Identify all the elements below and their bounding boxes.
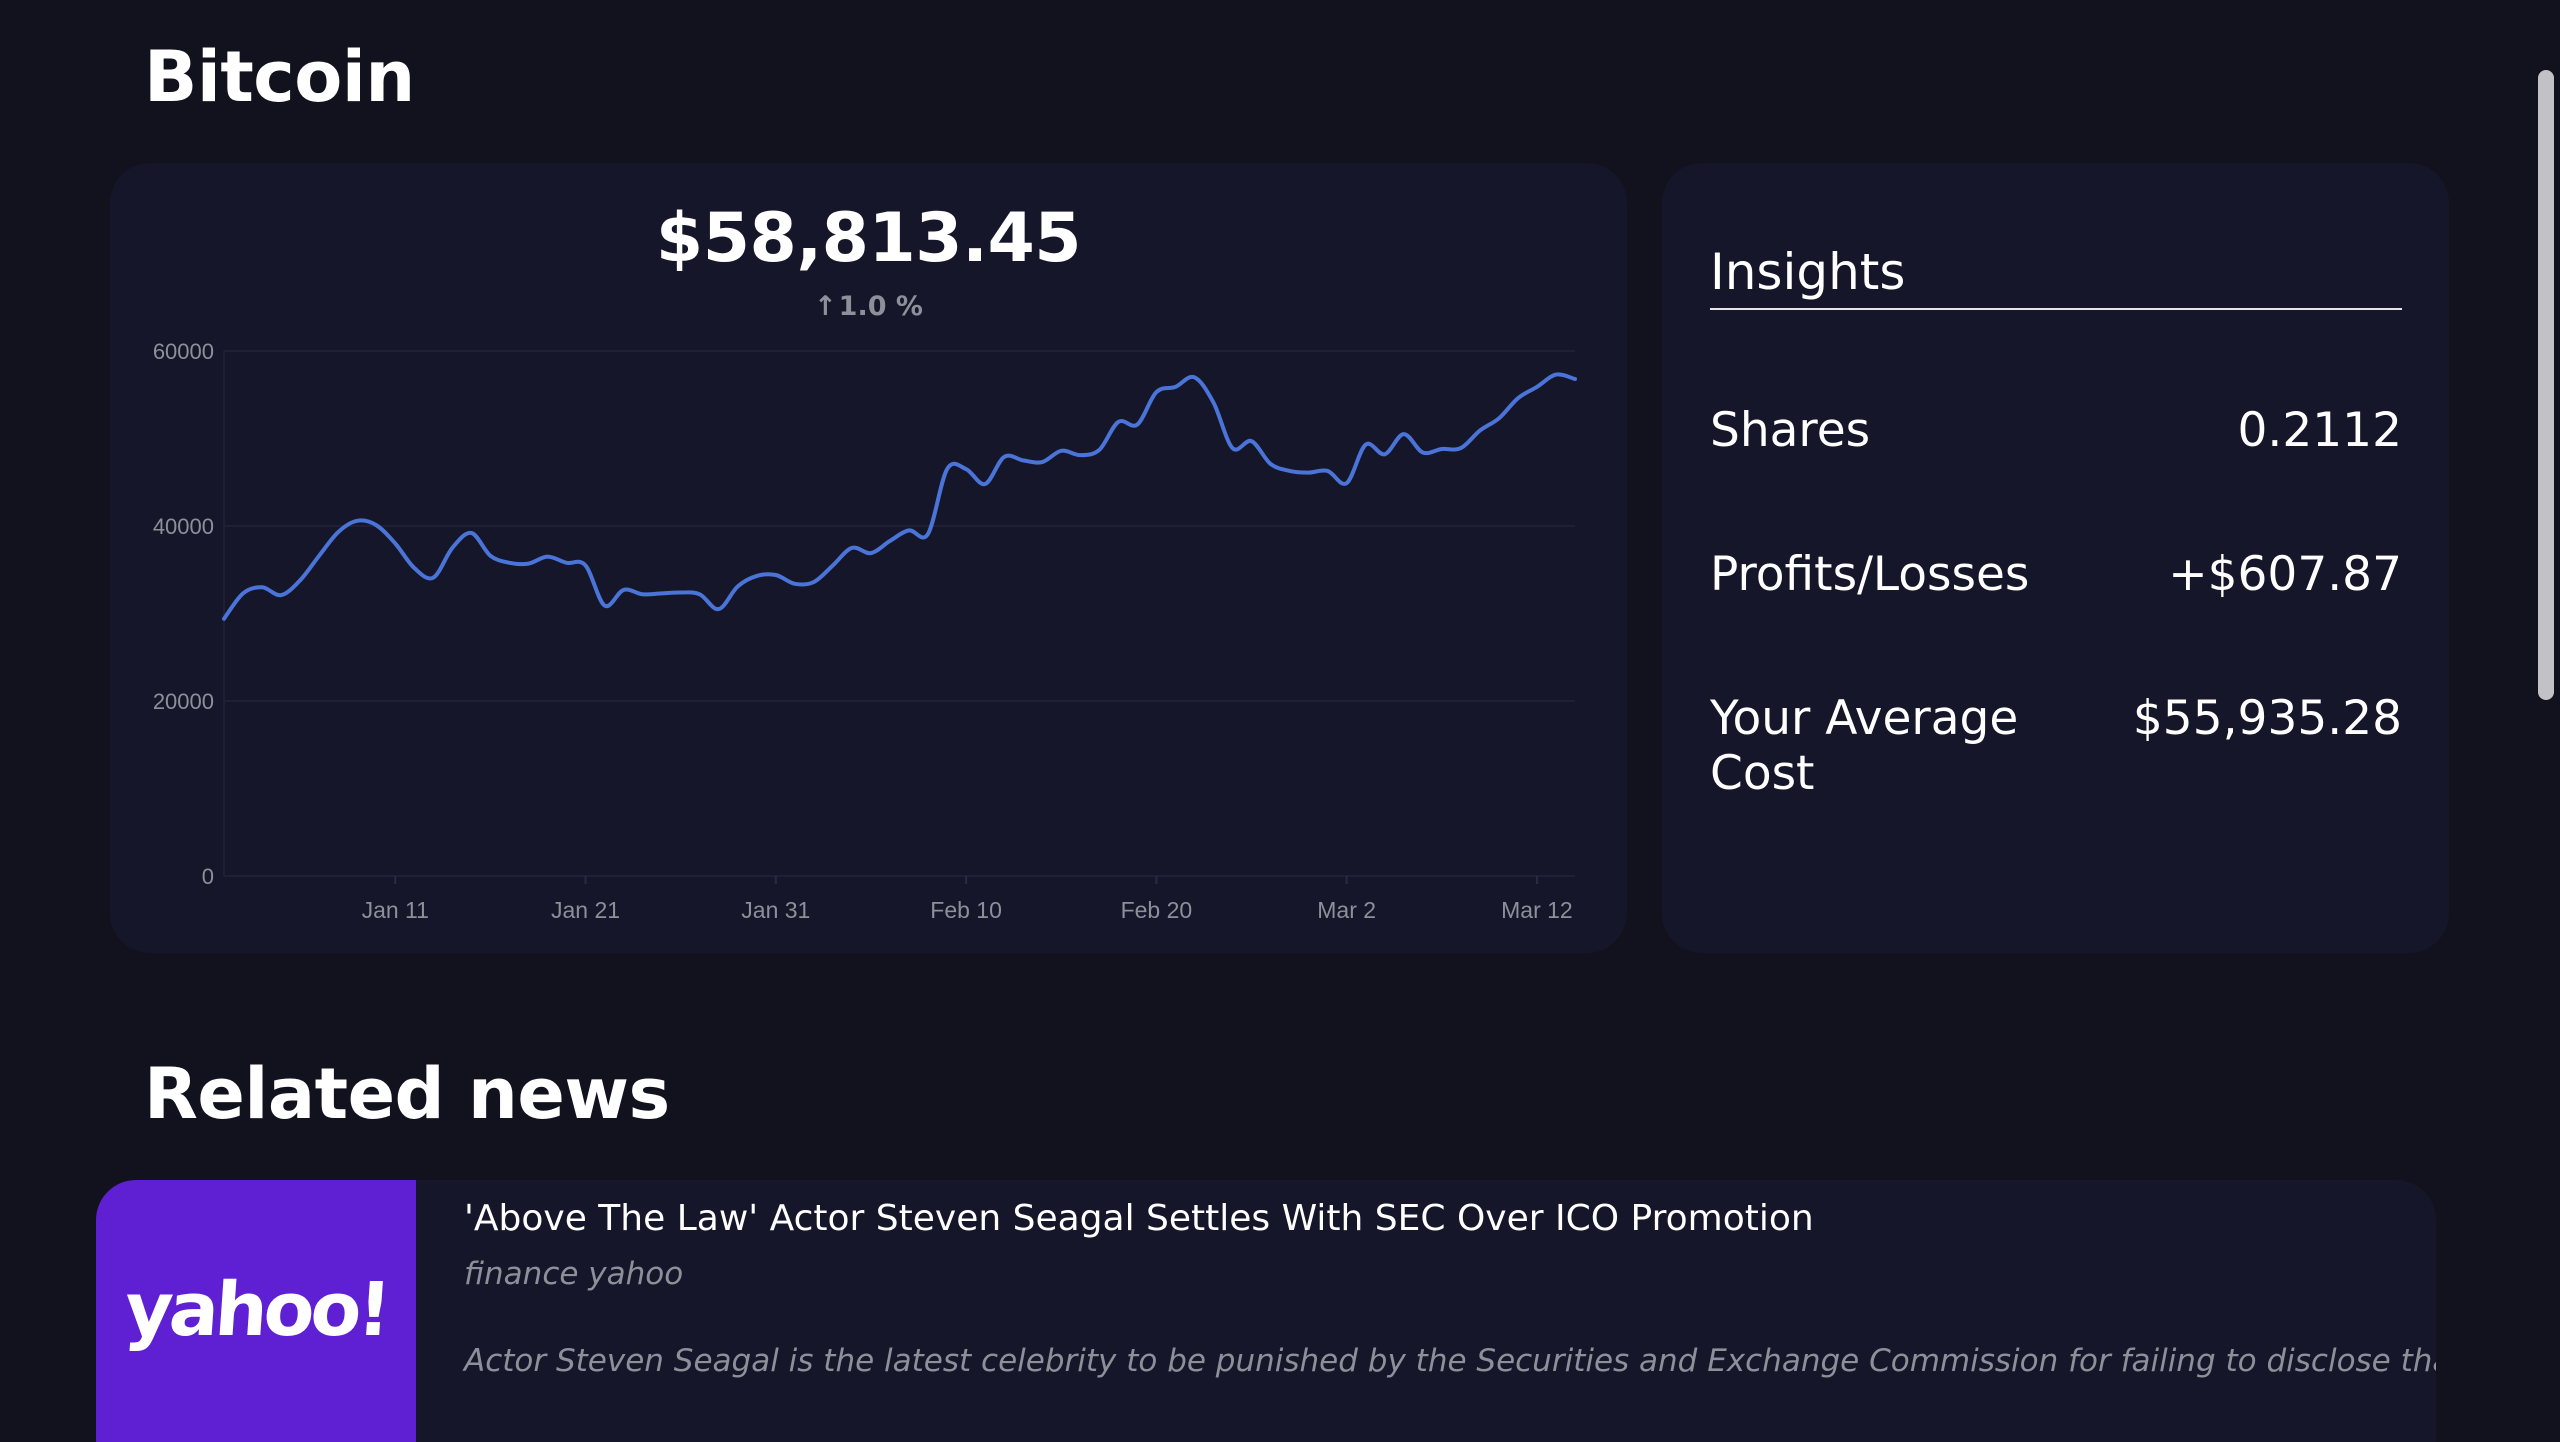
arrow-up-icon: ↑ — [814, 291, 837, 322]
insights-card: Insights Shares 0.2112 Profits/Losses +$… — [1662, 163, 2449, 953]
scrollbar-thumb[interactable] — [2538, 70, 2554, 700]
y-tick-label: 0 — [202, 864, 214, 889]
insight-value: +$607.87 — [2168, 547, 2402, 602]
news-card[interactable]: yahoo! 'Above The Law' Actor Steven Seag… — [96, 1180, 2436, 1442]
coin-title: Bitcoin — [144, 36, 415, 118]
scrollbar-track[interactable] — [2530, 0, 2560, 1442]
related-news-title: Related news — [144, 1053, 670, 1135]
insights-title: Insights — [1710, 243, 1906, 301]
price-change: ↑1.0 % — [110, 291, 1627, 322]
x-tick-label: Mar 12 — [1501, 897, 1573, 923]
current-price: $58,813.45 — [655, 199, 1082, 278]
x-tick-label: Jan 11 — [362, 897, 429, 923]
news-headline[interactable]: 'Above The Law' Actor Steven Seagal Sett… — [464, 1198, 1814, 1239]
y-tick-label: 40000 — [153, 514, 214, 539]
insight-row-profits-losses: Profits/Losses +$607.87 — [1710, 547, 2402, 602]
x-tick-label: Feb 10 — [930, 897, 1002, 923]
x-tick-label: Mar 2 — [1317, 897, 1376, 923]
price-chart-card: $58,813.45 ↑1.0 % 60000 40000 20000 0 Jan 11… — [110, 163, 1627, 953]
insight-label: Shares — [1710, 403, 1871, 458]
yahoo-logo: yahoo! — [121, 1267, 391, 1353]
insight-label: Your Average Cost — [1710, 691, 2019, 801]
x-tick-label: Feb 20 — [1121, 897, 1193, 923]
insights-divider — [1710, 308, 2402, 310]
news-summary: Actor Steven Seagal is the latest celebr… — [464, 1343, 2436, 1379]
x-tick-label: Jan 31 — [741, 897, 810, 923]
y-tick-label: 60000 — [153, 339, 214, 364]
insight-value: 0.2112 — [2237, 403, 2402, 458]
insight-row-shares: Shares 0.2112 — [1710, 403, 2402, 458]
price-series-line — [222, 372, 1577, 621]
x-tick-label: Jan 21 — [551, 897, 620, 923]
insight-value: $55,935.28 — [2132, 691, 2402, 746]
price-line-chart[interactable]: 60000 40000 20000 0 Jan 11 Jan 21 Jan 31 Feb 10… — [110, 163, 1627, 953]
insight-label: Profits/Losses — [1710, 547, 2030, 602]
insight-row-average-cost: Your Average Cost $55,935.28 — [1710, 691, 2402, 801]
news-thumbnail[interactable]: yahoo! — [96, 1180, 416, 1442]
news-source: finance yahoo — [464, 1256, 684, 1292]
price-change-value: 1.0 % — [838, 291, 923, 322]
y-tick-label: 20000 — [153, 689, 214, 714]
